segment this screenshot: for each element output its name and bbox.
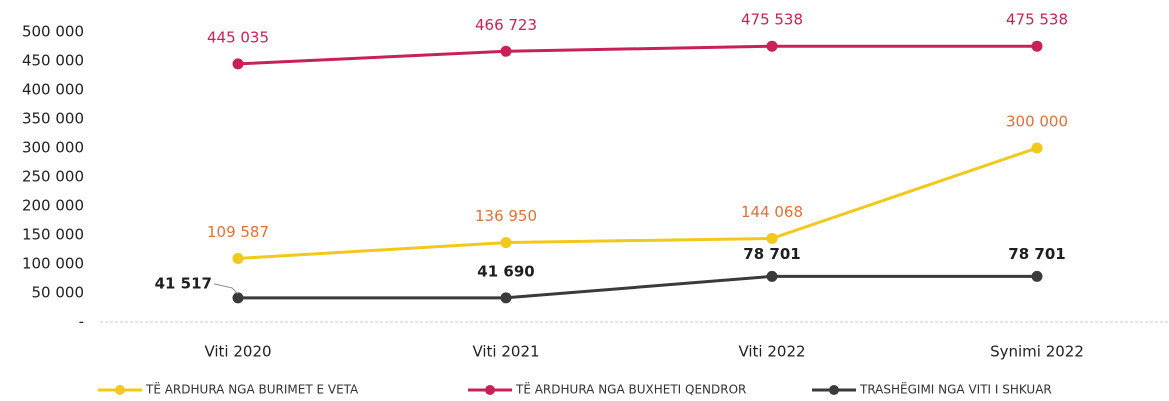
- legend-marker: [115, 385, 125, 395]
- legend-label: TË ARDHURA NGA BUXHETI QENDROR: [515, 382, 746, 397]
- y-tick-label: -: [79, 313, 84, 331]
- value-label: 78 701: [1008, 245, 1065, 263]
- value-label: 475 538: [741, 11, 803, 29]
- series-line: [237, 146, 1038, 260]
- series-line: [237, 274, 1037, 300]
- value-label: 475 538: [1006, 11, 1068, 29]
- value-label: 466 723: [475, 16, 537, 34]
- data-point: [766, 270, 778, 282]
- y-tick-label: 200 000: [22, 197, 84, 215]
- value-label: 136 950: [475, 207, 537, 225]
- data-point: [500, 237, 512, 249]
- data-point: [766, 40, 778, 52]
- x-tick-label: Viti 2022: [738, 343, 805, 361]
- legend-marker: [829, 385, 839, 395]
- value-label: 445 035: [207, 28, 269, 46]
- data-point: [232, 58, 244, 70]
- data-point: [232, 292, 244, 304]
- y-tick-label: 150 000: [22, 226, 84, 244]
- x-tick-label: Synimi 2022: [990, 343, 1084, 361]
- data-point: [500, 45, 512, 57]
- value-label: 144 068: [741, 203, 803, 221]
- y-tick-label: 350 000: [22, 110, 84, 128]
- value-label: 78 701: [743, 245, 800, 263]
- data-point: [1031, 40, 1043, 52]
- y-tick-label: 400 000: [22, 81, 84, 99]
- value-label: 300 000: [1006, 113, 1068, 131]
- y-tick-label: 500 000: [22, 23, 84, 41]
- x-tick-label: Viti 2021: [472, 343, 539, 361]
- series-line: [237, 44, 1037, 66]
- data-point: [1031, 270, 1043, 282]
- legend-marker: [485, 385, 495, 395]
- legend-label: TË ARDHURA NGA BURIMET E VETA: [145, 382, 359, 397]
- legend-label: TRASHËGIMI NGA VITI I SHKUAR: [859, 382, 1052, 397]
- y-tick-label: 50 000: [32, 284, 85, 302]
- x-tick-label: Viti 2020: [204, 343, 271, 361]
- y-tick-label: 100 000: [22, 255, 84, 273]
- data-point: [232, 252, 244, 264]
- value-label: 109 587: [207, 223, 269, 241]
- y-tick-label: 300 000: [22, 139, 84, 157]
- y-tick-label: 450 000: [22, 52, 84, 70]
- value-label: 41 517: [155, 274, 212, 292]
- y-tick-label: 250 000: [22, 168, 84, 186]
- data-point: [766, 232, 778, 244]
- value-label: 41 690: [477, 262, 534, 280]
- leader-line: [213, 283, 239, 295]
- data-point: [500, 292, 512, 304]
- data-point: [1031, 142, 1043, 154]
